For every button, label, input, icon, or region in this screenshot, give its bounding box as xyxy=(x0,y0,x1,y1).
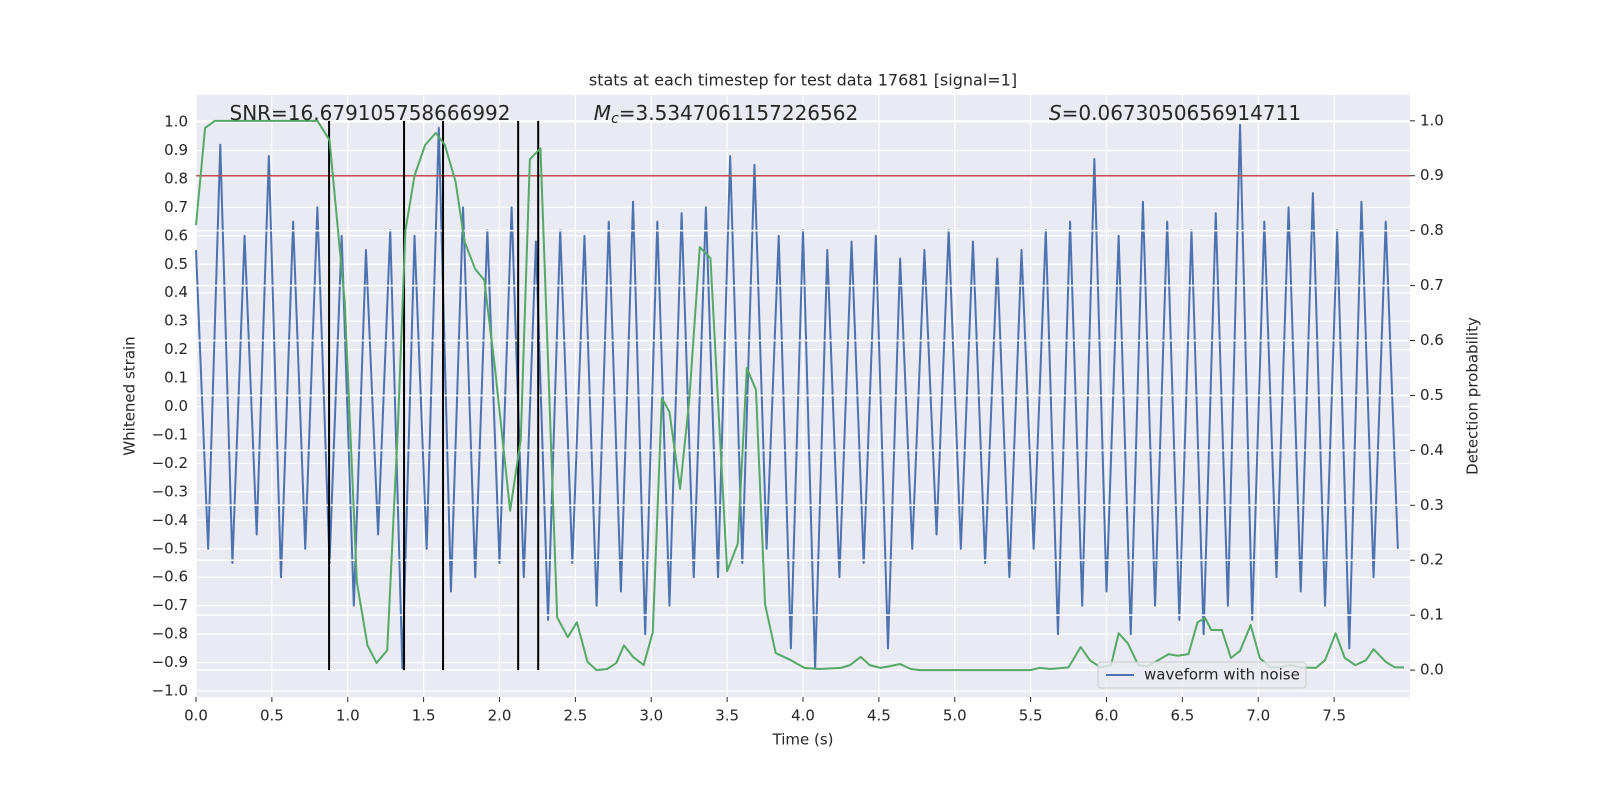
y2-tick-label: 0.7 xyxy=(1420,276,1444,294)
y2-tick-label: 0.0 xyxy=(1420,661,1444,679)
y-tick-label: −0.5 xyxy=(152,539,188,557)
y2-tick-label: 0.3 xyxy=(1420,496,1444,514)
y2-tick-label: 0.1 xyxy=(1420,606,1444,624)
y-tick-label: −0.2 xyxy=(152,454,188,472)
x-tick-label: 1.5 xyxy=(412,707,436,725)
chart-title: stats at each timestep for test data 176… xyxy=(589,71,1017,90)
y-tick-label: −0.3 xyxy=(152,482,188,500)
series-line xyxy=(195,119,1404,672)
x-tick-label: 5.5 xyxy=(1019,707,1043,725)
y2-axis-label: Detection probability xyxy=(1464,317,1482,475)
x-tick-label: 4.0 xyxy=(791,707,815,725)
annotation: S=0.0673050656914711 xyxy=(1049,101,1301,125)
y-tick-label: −0.7 xyxy=(152,596,188,614)
x-tick-label: 0.5 xyxy=(260,707,284,725)
y-tick-label: −1.0 xyxy=(152,682,188,700)
y2-tick-label: 0.8 xyxy=(1420,221,1444,239)
x-tick-label: 7.0 xyxy=(1246,707,1270,725)
legend-box xyxy=(1097,661,1307,689)
y2-tick-label: 0.9 xyxy=(1420,166,1444,184)
x-tick-label: 2.5 xyxy=(563,707,587,725)
x-tick-label: 0.0 xyxy=(184,707,208,725)
y-tick-label: 0.0 xyxy=(164,397,188,415)
y2-tick-label: 1.0 xyxy=(1420,111,1444,129)
y-tick-label: −0.4 xyxy=(152,511,188,529)
annotation: Mc=3.5347061157226562 xyxy=(594,101,858,128)
annotation-text: SNR=16.679105758666992 xyxy=(230,101,511,125)
annotation-text: =0.0673050656914711 xyxy=(1062,101,1301,125)
x-tick-label: 6.0 xyxy=(1095,707,1119,725)
x-tick-label: 4.5 xyxy=(867,707,891,725)
x-tick-label: 5.0 xyxy=(943,707,967,725)
y-tick-label: 0.6 xyxy=(164,226,188,244)
y2-tick-label: 0.4 xyxy=(1420,441,1444,459)
y2-tick-label: 0.2 xyxy=(1420,551,1444,569)
y-tick-label: −0.6 xyxy=(152,568,188,586)
annotation-symbol: S xyxy=(1049,101,1062,125)
y-tick-label: 0.1 xyxy=(164,369,188,387)
annotation-symbol: M xyxy=(594,101,611,125)
x-tick-label: 6.5 xyxy=(1170,707,1194,725)
annotation: SNR=16.679105758666992 xyxy=(230,101,511,125)
y-tick-label: −0.1 xyxy=(152,425,188,443)
y-tick-label: 0.9 xyxy=(164,141,188,159)
y-tick-label: 0.4 xyxy=(164,283,188,301)
y-tick-label: 0.5 xyxy=(164,255,188,273)
legend-label: waveform with noise xyxy=(1144,666,1300,684)
y2-tick-label: 0.6 xyxy=(1420,331,1444,349)
x-tick-label: 1.0 xyxy=(336,707,360,725)
y-tick-label: 0.7 xyxy=(164,198,188,216)
y-tick-label: −0.9 xyxy=(152,653,188,671)
x-tick-label: 2.0 xyxy=(488,707,512,725)
x-axis-label: Time (s) xyxy=(772,731,834,749)
x-tick-label: 3.5 xyxy=(715,707,739,725)
annotation-text: =3.5347061157226562 xyxy=(619,101,858,125)
x-tick-label: 7.5 xyxy=(1322,707,1346,725)
y-axis-label: Whitened strain xyxy=(121,336,139,455)
y-tick-label: 1.0 xyxy=(164,113,188,131)
y-tick-label: 0.3 xyxy=(164,312,188,330)
y-tick-label: −0.8 xyxy=(152,625,188,643)
y-tick-label: 0.2 xyxy=(164,340,188,358)
y-tick-label: 0.8 xyxy=(164,169,188,187)
y2-tick-label: 0.5 xyxy=(1420,386,1444,404)
x-tick-label: 3.0 xyxy=(639,707,663,725)
annotation-subscript: c xyxy=(611,111,619,127)
